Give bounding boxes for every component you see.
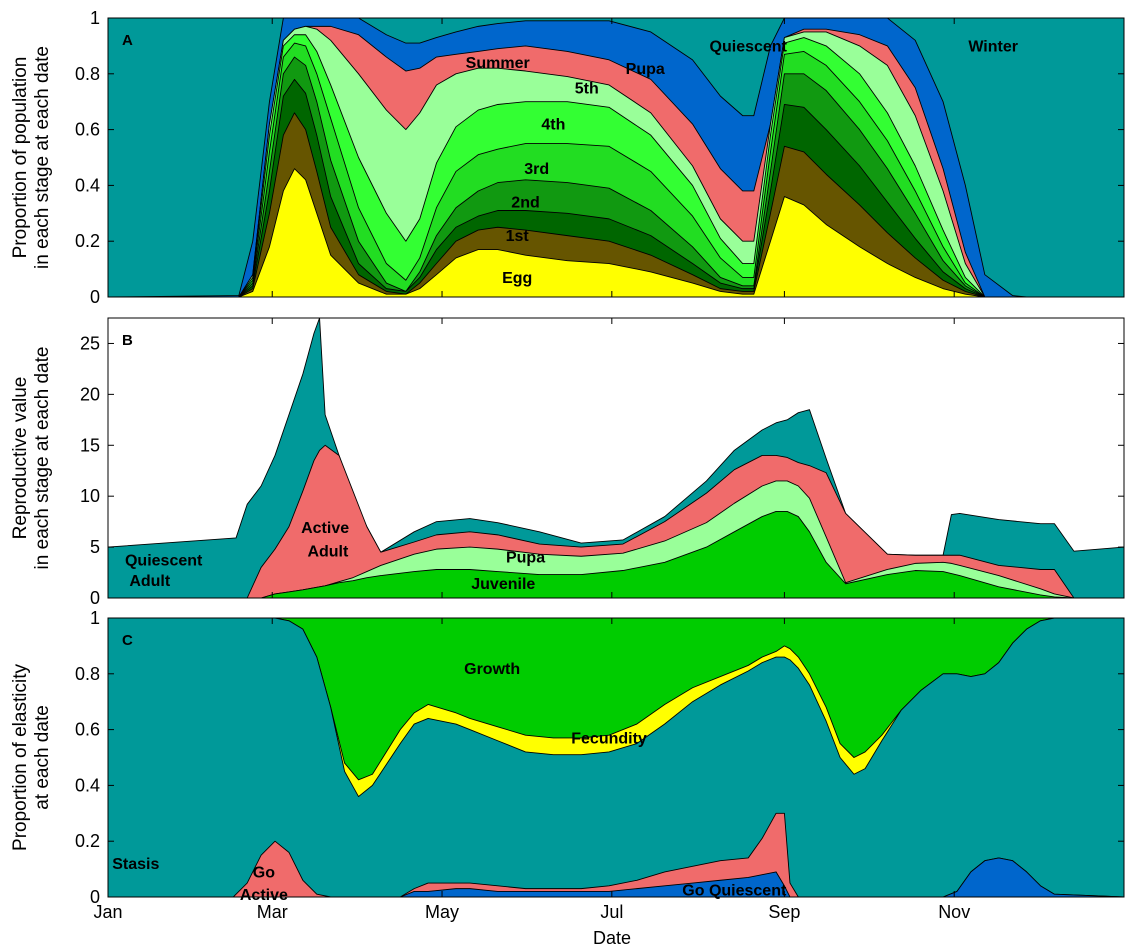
series-annotation: 4th — [541, 117, 565, 134]
y-tick-label: 5 — [90, 537, 100, 557]
series-annotation: 1st — [506, 228, 530, 245]
area-active-adult — [108, 444, 1124, 598]
series-annotation: Active — [240, 887, 288, 904]
x-tick-label: Mar — [257, 902, 288, 922]
y-axis-label: Proportion of populationin each stage at… — [10, 46, 53, 269]
x-tick-label: May — [425, 902, 459, 922]
series-annotation: Growth — [464, 661, 520, 678]
panel-C: Jan Mar May Jul Sep Nov 0 0.2 0.4 0.6 0.8 1 Proporti… — [10, 608, 1125, 922]
series-annotation: Juvenile — [471, 576, 535, 593]
y-tick-label: 0.8 — [75, 664, 100, 684]
area-stasis — [108, 618, 1124, 897]
plot-area — [108, 18, 1124, 297]
area-juvenile — [108, 511, 1124, 598]
y-tick-label: 20 — [80, 384, 100, 404]
series-annotation: Go — [253, 864, 275, 881]
series-annotation: Pupa — [506, 549, 545, 566]
panel-label: C — [122, 632, 133, 649]
series-annotation: Quiescent — [710, 38, 788, 55]
series-annotation: Stasis — [112, 856, 159, 873]
series-annotation: 5th — [575, 80, 599, 97]
series-annotation: 2nd — [511, 195, 539, 212]
y-tick-label: 0.6 — [75, 120, 100, 140]
x-tick-label: Jan — [93, 902, 122, 922]
panel-label: B — [122, 332, 133, 349]
panel-B: 0 5 10 15 20 25 Reproductive valuein each stag… — [10, 317, 1125, 608]
axes-frame — [107, 317, 1125, 599]
area-egg — [108, 168, 1124, 297]
y-tick-label: 0.2 — [75, 231, 100, 251]
y-tick-label: 1 — [90, 608, 100, 628]
axes-frame — [107, 17, 1125, 298]
y-axis-label: Reproductive valuein each stage at each … — [10, 347, 53, 570]
x-axis-label: Date — [593, 928, 631, 948]
y-tick-label: 0.8 — [75, 64, 100, 84]
axes-frame — [107, 617, 1125, 898]
series-annotation: Go Quiescent — [682, 883, 787, 900]
y-tick-label: 0.4 — [75, 775, 100, 795]
y-tick-label: 15 — [80, 435, 100, 455]
plot-area — [108, 618, 1124, 897]
panel-A: 0 0.2 0.4 0.6 0.8 1 Proportion of populationin… — [10, 8, 1125, 307]
panel-label: A — [122, 32, 133, 49]
series-annotation: Fecundity — [571, 731, 647, 748]
series-annotation: Adult — [307, 543, 349, 560]
area-1st — [108, 112, 1124, 297]
y-tick-label: 0.4 — [75, 175, 100, 195]
x-tick-label: Sep — [768, 902, 800, 922]
y-tick-label: 0 — [90, 588, 100, 608]
y-tick-label: 0.6 — [75, 720, 100, 740]
series-annotation: Winter — [968, 38, 1018, 55]
y-tick-label: 0 — [90, 287, 100, 307]
y-tick-label: 0.2 — [75, 831, 100, 851]
series-annotation: Summer — [466, 55, 530, 72]
y-tick-label: 10 — [80, 486, 100, 506]
plot-area — [108, 318, 1124, 598]
y-tick-label: 25 — [80, 333, 100, 353]
series-annotation: Egg — [502, 270, 532, 287]
series-annotation: Adult — [129, 573, 171, 590]
y-tick-label: 1 — [90, 8, 100, 28]
y-tick-label: 0 — [90, 887, 100, 907]
x-tick-label: Nov — [938, 902, 970, 922]
area-go-quiescent — [108, 857, 1124, 897]
series-annotation: Pupa — [626, 61, 665, 78]
series-annotation: 3rd — [524, 161, 549, 178]
y-axis-label: Proportion of elasticityat each date — [10, 664, 53, 851]
x-tick-label: Jul — [600, 902, 623, 922]
series-annotation: Active — [301, 520, 349, 537]
series-annotation: Quiescent — [125, 552, 203, 569]
